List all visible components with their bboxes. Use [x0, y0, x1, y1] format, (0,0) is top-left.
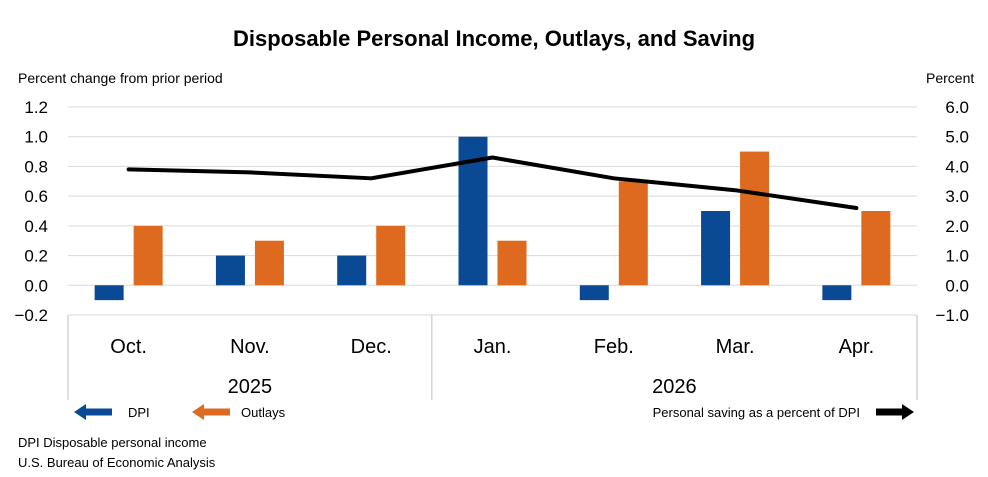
- dpi-bar: [701, 211, 731, 286]
- category-label: Nov.: [230, 336, 270, 358]
- dpi-bar: [822, 285, 852, 301]
- left-axis-title: Percent change from prior period: [18, 70, 223, 86]
- outlays-bar: [740, 151, 770, 286]
- outlays-bar: [861, 211, 891, 286]
- outlays-bar: [254, 240, 284, 286]
- dpi-bar: [215, 255, 245, 286]
- left-tick-label: 0.6: [24, 187, 48, 206]
- category-label: Apr.: [839, 336, 875, 358]
- right-tick-label: 3.0: [945, 187, 969, 206]
- legend-dpi-arrow: [74, 404, 112, 420]
- outlays-bar: [376, 225, 406, 286]
- chart-title: Disposable Personal Income, Outlays, and…: [232, 26, 756, 51]
- year-label: 2026: [652, 376, 697, 398]
- dpi-bar: [579, 285, 609, 301]
- right-axis-title: Percent: [926, 70, 975, 86]
- left-tick-label: 0.8: [24, 157, 48, 176]
- footnote-source: U.S. Bureau of Economic Analysis: [18, 455, 216, 470]
- left-tick-label: 0.2: [24, 247, 48, 266]
- year-label: 2025: [228, 376, 273, 398]
- outlays-bar: [133, 225, 163, 286]
- right-tick-label: 4.0: [945, 157, 969, 176]
- legend-outlays-arrow: [192, 404, 230, 420]
- saving-rate-line: [126, 155, 859, 211]
- dpi-bar: [94, 285, 124, 301]
- outlays-bar: [618, 181, 648, 286]
- left-tick-label: 1.0: [24, 128, 48, 147]
- legend-outlays-label: Outlays: [241, 405, 286, 420]
- dpi-bar: [337, 255, 367, 286]
- footnote-dpi-definition: DPI Disposable personal income: [18, 435, 207, 450]
- right-tick-label: 6.0: [945, 98, 969, 117]
- legend-saving-label: Personal saving as a percent of DPI: [653, 405, 860, 420]
- outlays-bar: [497, 240, 527, 286]
- category-label: Feb.: [594, 336, 634, 358]
- right-tick-label: −1.0: [935, 306, 969, 325]
- category-label: Dec.: [351, 336, 392, 358]
- category-label: Jan.: [474, 336, 512, 358]
- legend-saving-arrow: [876, 404, 914, 420]
- left-tick-label: 0.0: [24, 276, 48, 295]
- right-tick-label: 5.0: [945, 128, 969, 147]
- category-label: Mar.: [716, 336, 755, 358]
- left-tick-label: 0.4: [24, 217, 48, 236]
- right-tick-label: 0.0: [945, 276, 969, 295]
- right-tick-label: 2.0: [945, 217, 969, 236]
- left-tick-label: −0.2: [14, 306, 48, 325]
- category-label: Oct.: [110, 336, 147, 358]
- right-tick-label: 1.0: [945, 247, 969, 266]
- legend-dpi-label: DPI: [128, 405, 150, 420]
- left-tick-label: 1.2: [24, 98, 48, 117]
